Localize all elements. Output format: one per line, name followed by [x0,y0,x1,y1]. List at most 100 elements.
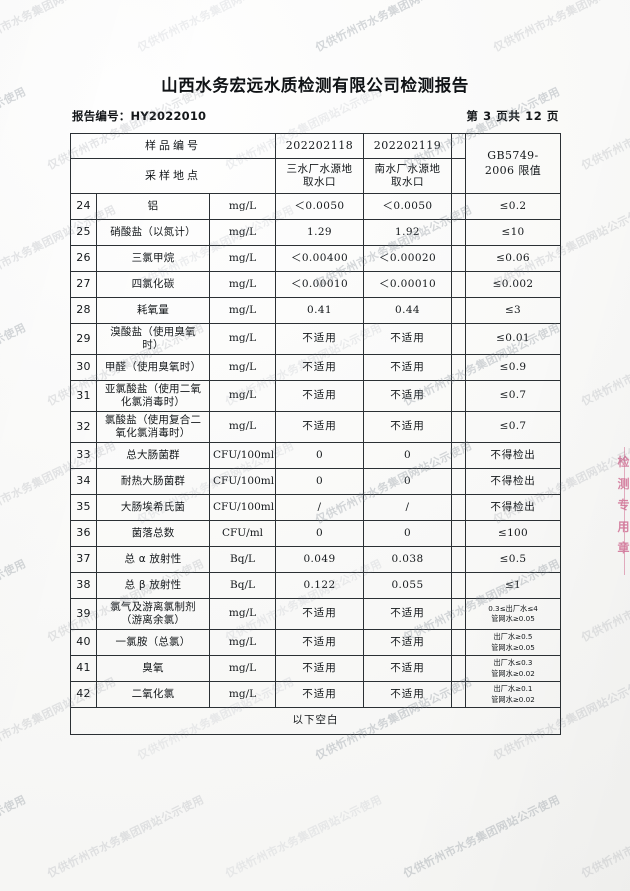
header-sampling-site-1: 三水厂水源地 取水口 [275,158,364,194]
row-index-32: 32 [70,411,97,443]
header-sample-no-1: 202202118 [275,133,364,159]
row-unit: mg/L [209,354,276,381]
header-sample-no-label: 样品编号 [70,133,276,159]
column-gap [451,245,466,272]
row-limit-value: ≤0.2 [465,193,561,220]
table-row: 26 三氯甲烷 mg/L ＜0.00400 ＜0.00020 ≤0.06 [70,245,561,272]
row-unit: Bq/L [209,546,276,573]
row-value-sample-1: 0.41 [275,297,364,324]
row-limit-value: 不得检出 [465,494,561,521]
row-limit-value: ≤0.002 [465,271,561,298]
row-index-26: 26 [70,245,97,272]
row-unit: mg/L [209,655,276,682]
column-gap [451,193,466,220]
column-gap [451,468,466,495]
row-value-sample-2: ＜0.00020 [363,245,452,272]
row-value-sample-2: 不适用 [363,354,452,381]
seal-char: 检 [617,455,630,469]
column-gap [451,411,466,443]
row-unit: CFU/100ml [209,494,276,521]
row-index-29: 29 [70,323,97,355]
row-item-name: 铝 [96,193,210,220]
table-row: 29 溴酸盐（使用臭氧 时） mg/L 不适用 不适用 ≤0.01 [70,323,561,355]
row-item-name: 大肠埃希氏菌 [96,494,210,521]
row-value-sample-1: 0.049 [275,546,364,573]
row-item-name: 氯气及游离氯制剂 （游离余氯） [96,598,210,630]
row-value-sample-1: 不适用 [275,598,364,630]
table-row: 35 大肠埃希氏菌 CFU/100ml / / 不得检出 [70,494,561,521]
seal-char: 专 [617,498,630,513]
row-item-name: 甲醛（使用臭氧时） [96,354,210,381]
row-item-name: 一氯胺（总氯） [96,629,210,656]
row-value-sample-2: ＜0.00010 [363,271,452,298]
seal-frame [624,447,630,575]
row-unit: mg/L [209,681,276,708]
row-value-sample-2: 不适用 [363,681,452,708]
header-limit-label: GB5749- 2006 限值 [465,133,561,194]
column-gap [451,520,466,547]
row-item-name: 氯酸盐（使用复合二 氧化氯消毒时） [96,411,210,443]
row-unit: mg/L [209,411,276,443]
row-limit-value: ≤0.06 [465,245,561,272]
row-value-sample-2: ＜0.0050 [363,193,452,220]
column-gap [451,442,466,469]
row-index-42: 42 [70,681,97,708]
inspection-seal-stamp: 检测专用章 [617,447,630,575]
row-value-sample-1: 不适用 [275,354,364,381]
row-value-sample-1: 0 [275,468,364,495]
row-unit: mg/L [209,380,276,412]
row-value-sample-1: 0 [275,520,364,547]
row-item-name: 总 α 放射性 [96,546,210,573]
row-index-36: 36 [70,520,97,547]
table-row: 27 四氯化碳 mg/L ＜0.00010 ＜0.00010 ≤0.002 [70,271,561,298]
row-limit-value: ≤0.7 [465,380,561,412]
row-value-sample-2: 0.055 [363,572,452,599]
row-value-sample-2: 0 [363,468,452,495]
row-index-27: 27 [70,271,97,298]
column-gap [451,629,466,656]
column-gap [451,655,466,682]
row-value-sample-1: 不适用 [275,681,364,708]
row-value-sample-1: 不适用 [275,655,364,682]
row-index-28: 28 [70,297,97,324]
row-value-sample-2: 不适用 [363,629,452,656]
table-row: 41 臭氧 mg/L 不适用 不适用 出厂水≤0.3 管网水≥0.02 [70,655,561,682]
table-row: 39 氯气及游离氯制剂 （游离余氯） mg/L 不适用 不适用 0.3≤出厂水≤4 管网水≥0… [70,598,561,630]
row-value-sample-2: 不适用 [363,655,452,682]
row-value-sample-1: 不适用 [275,380,364,412]
row-item-name: 总 β 放射性 [96,572,210,599]
row-unit: mg/L [209,297,276,324]
page-title: 山西水务宏远水质检测有限公司检测报告 [161,76,469,95]
row-limit-value: 不得检出 [465,442,561,469]
row-unit: mg/L [209,629,276,656]
table-row: 24 铝 mg/L ＜0.0050 ＜0.0050 ≤0.2 [70,193,561,220]
row-value-sample-2: 不适用 [363,323,452,355]
table-row: 37 总 α 放射性 Bq/L 0.049 0.038 ≤0.5 [70,546,561,573]
row-item-name: 耐热大肠菌群 [96,468,210,495]
row-index-41: 41 [70,655,97,682]
row-limit-value: ≤3 [465,297,561,324]
row-value-sample-2: 不适用 [363,380,452,412]
row-item-name: 菌落总数 [96,520,210,547]
row-item-name: 二氧化氯 [96,681,210,708]
column-gap [451,681,466,708]
row-item-name: 臭氧 [96,655,210,682]
header-sampling-site-2: 南水厂水源地 取水口 [363,158,452,194]
row-limit-value: ≤100 [465,520,561,547]
row-value-sample-1: ＜0.00010 [275,271,364,298]
header-sampling-site-label: 采样地点 [70,158,276,194]
row-value-sample-1: 0.122 [275,572,364,599]
row-limit-value: 出厂水≥0.1 管网水≥0.02 [465,681,561,708]
row-limit-value: 不得检出 [465,468,561,495]
seal-char: 章 [617,541,630,556]
row-limit-value: ≤1 [465,572,561,599]
seal-char: 用 [617,519,630,534]
seal-char: 测 [617,476,630,491]
row-unit: CFU/ml [209,520,276,547]
row-index-38: 38 [70,572,97,599]
row-limit-value: ≤0.5 [465,546,561,573]
row-limit-value: ≤10 [465,219,561,246]
blank-below-note: 以下空白 [70,707,561,735]
row-item-name: 耗氧量 [96,297,210,324]
